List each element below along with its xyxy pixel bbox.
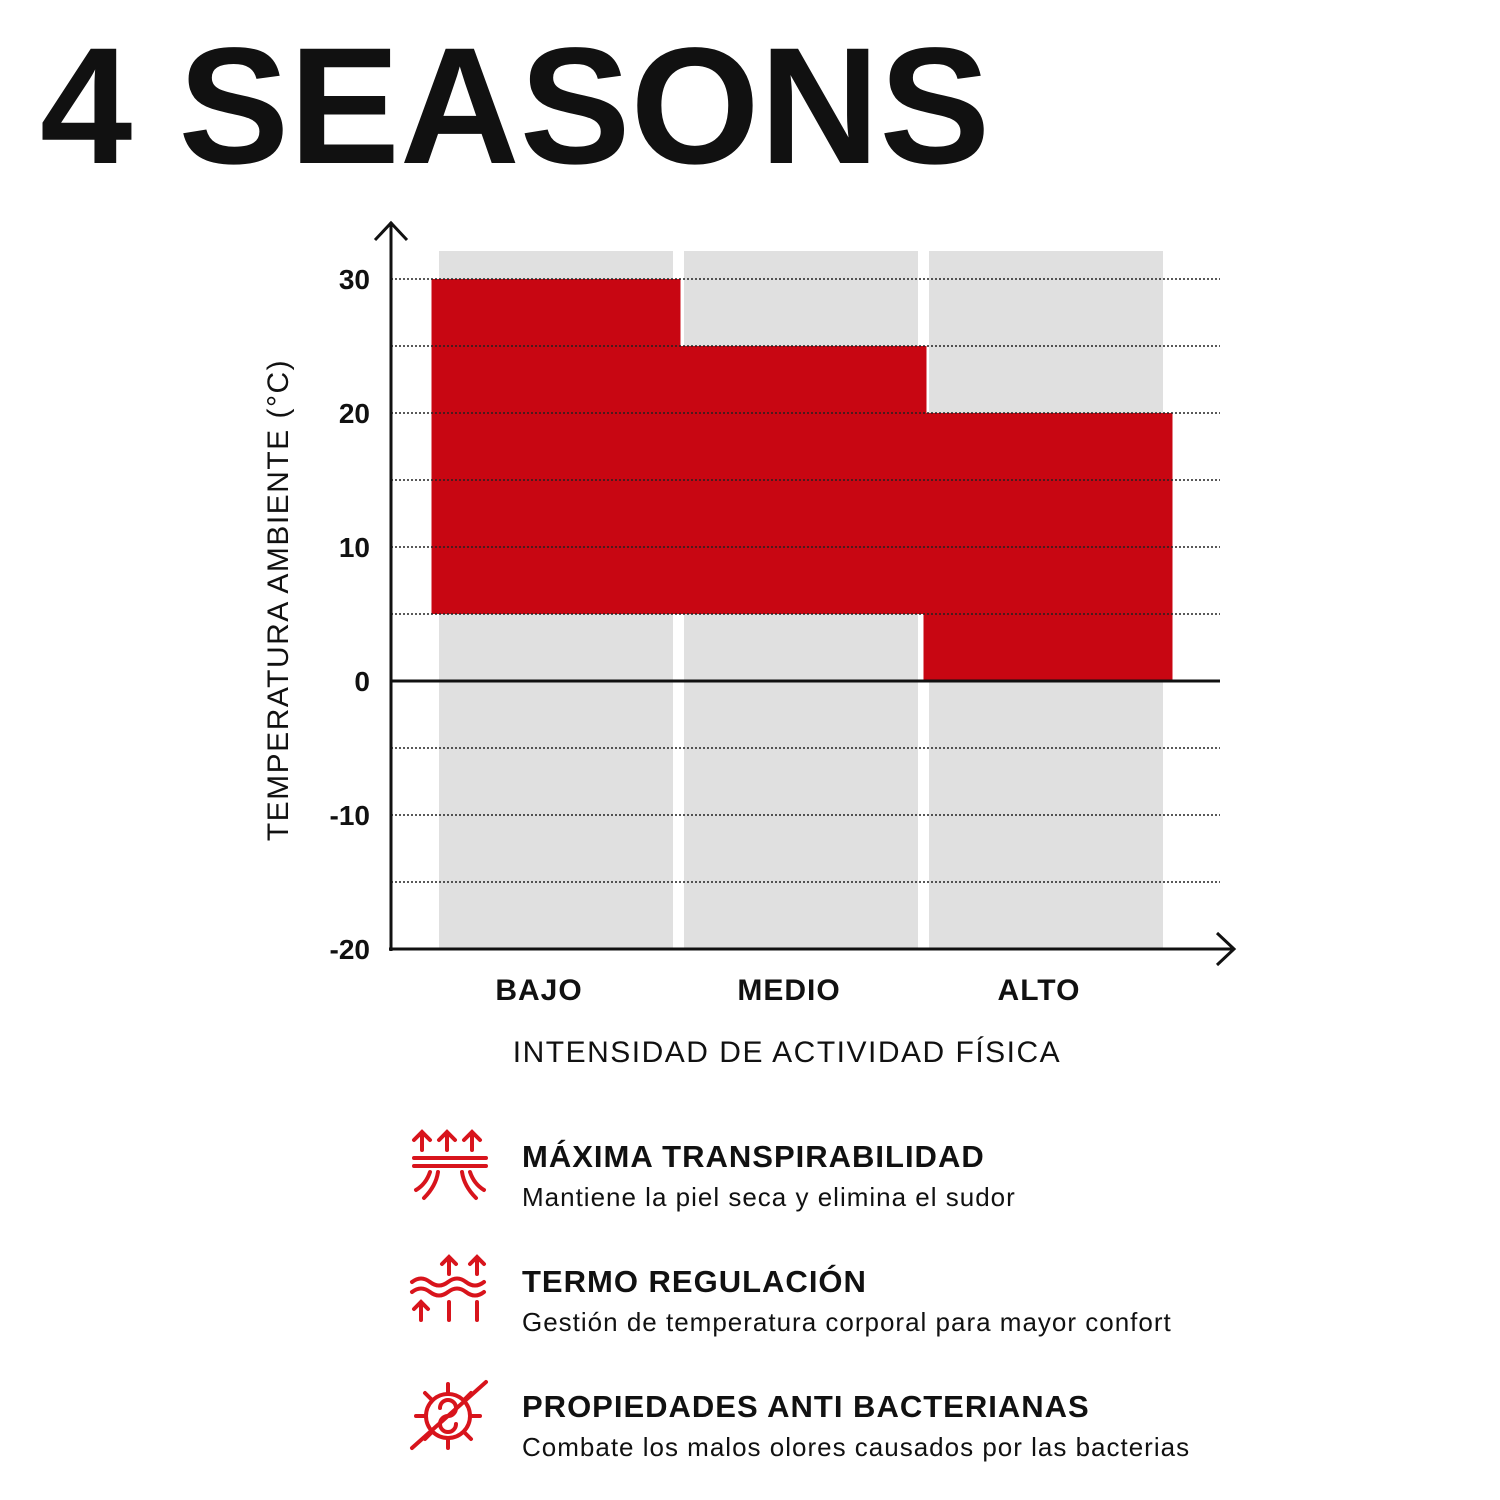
x-axis-arrow — [1215, 931, 1237, 967]
feature-description: Combate los malos olores causados por la… — [522, 1432, 1190, 1462]
y-axis-title: TEMPERATURA AMBIENTE (°C) — [262, 359, 295, 841]
page-title: 4 SEASONS — [40, 14, 990, 199]
feature-title: TERMO REGULACIÓN — [522, 1263, 867, 1299]
y-tick-label: -10 — [330, 800, 370, 831]
feature-title: MÁXIMA TRANSPIRABILIDAD — [522, 1139, 985, 1174]
y-tick-label: 10 — [339, 532, 370, 563]
y-tick-label: -20 — [330, 934, 370, 965]
feature-list: MÁXIMA TRANSPIRABILIDAD Mantiene la piel … — [522, 1139, 1190, 1462]
range-bar — [677, 346, 927, 614]
x-axis-title: INTENSIDAD DE ACTIVIDAD FÍSICA — [513, 1036, 1061, 1069]
y-tick-label: 0 — [354, 666, 370, 697]
feature-title: PROPIEDADES ANTI BACTERIANAS — [522, 1389, 1090, 1424]
y-tick-label: 30 — [339, 264, 370, 295]
x-tick-label: BAJO — [495, 974, 582, 1007]
y-tick-label: 20 — [339, 398, 370, 429]
y-axis-arrow — [373, 220, 409, 242]
icon-antibacterial — [410, 1380, 488, 1450]
x-tick-label: MEDIO — [737, 974, 840, 1007]
x-tick-label: ALTO — [998, 974, 1081, 1007]
range-bar — [431, 279, 681, 614]
icon-breathable — [412, 1129, 488, 1200]
feature-description: Gestión de temperatura corporal para may… — [522, 1307, 1172, 1337]
feature-description: Mantiene la piel seca y elimina el sudor — [522, 1182, 1016, 1212]
icon-thermo — [410, 1254, 486, 1322]
plot: -20 -10 0 10 20 30 BAJO MEDIO ALTO — [330, 251, 1220, 1007]
